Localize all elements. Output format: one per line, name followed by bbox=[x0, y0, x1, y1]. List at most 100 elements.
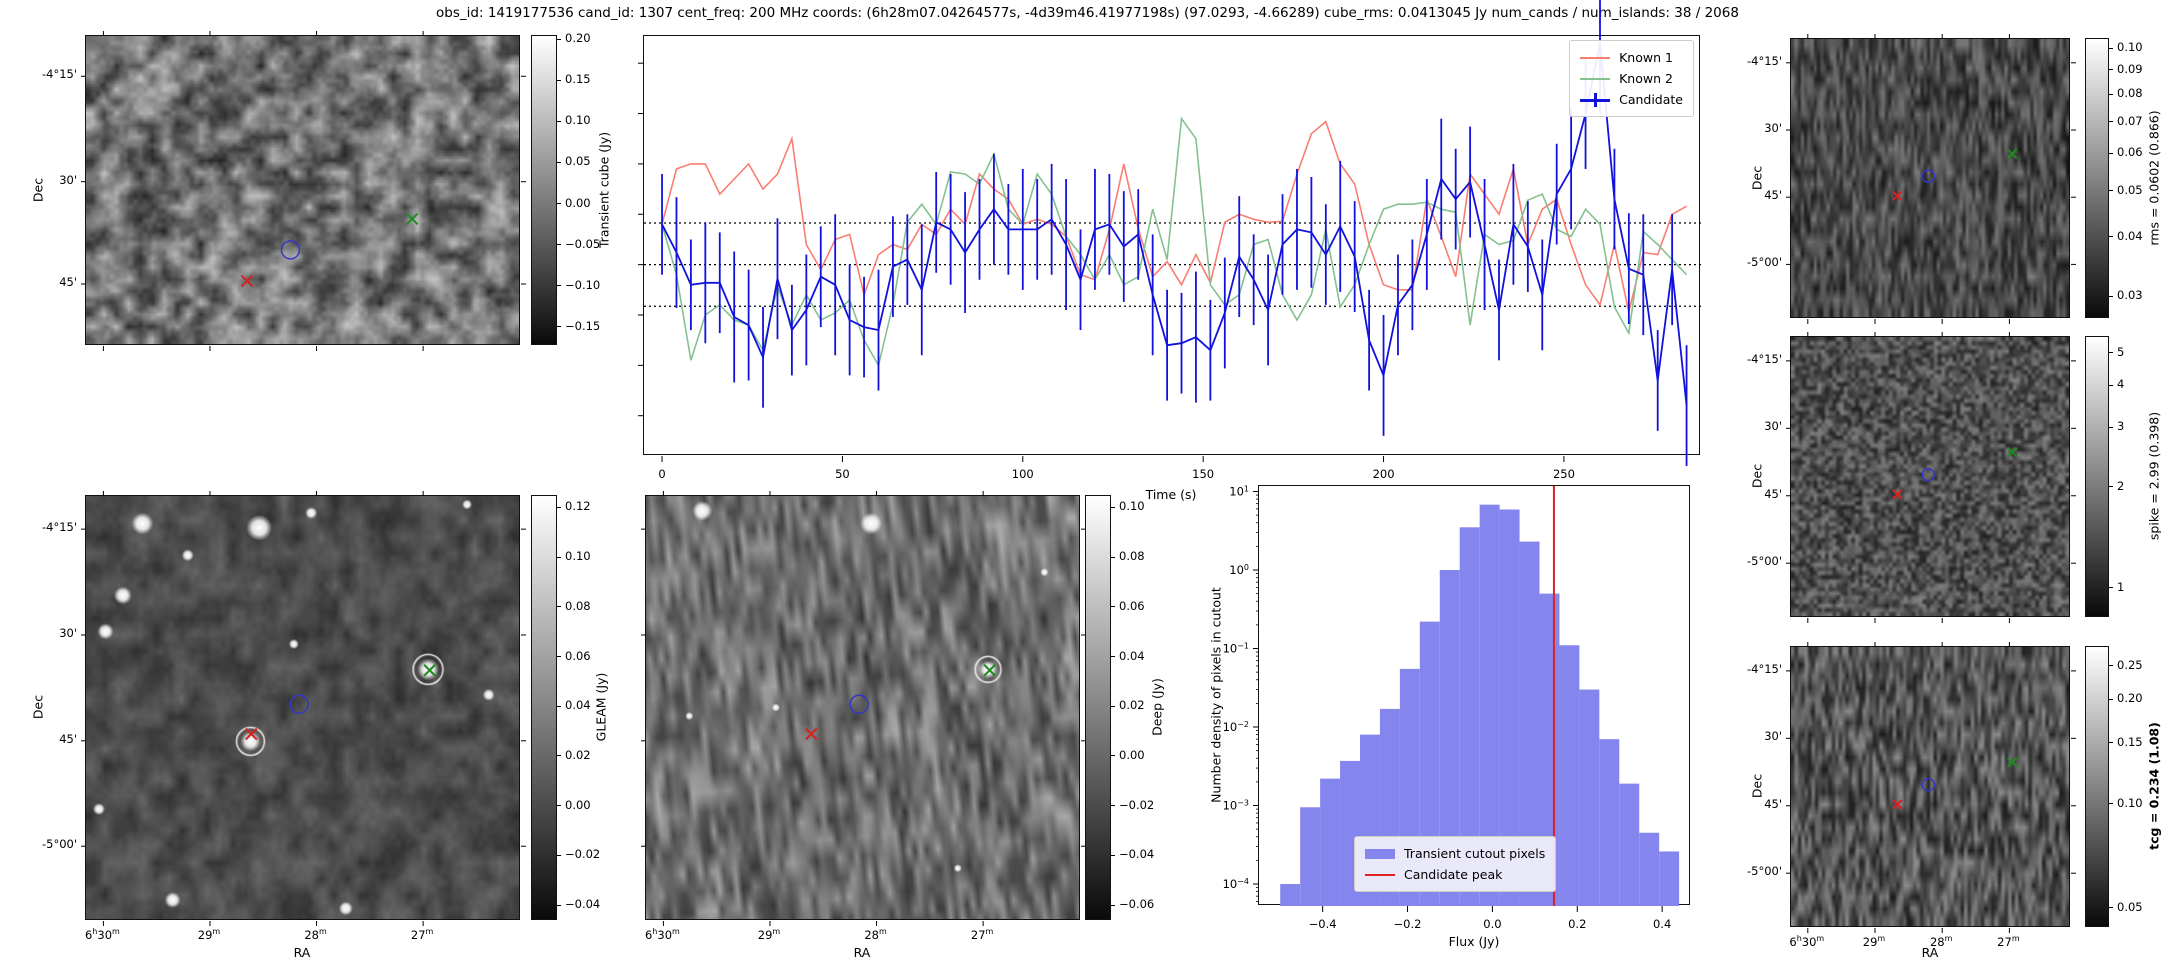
gleam-colorbar-tick-label: 0.08 bbox=[565, 598, 591, 613]
rms-colorbar-label: rms = 0.0602 (0.866) bbox=[2146, 110, 2162, 246]
candidate-circle-marker bbox=[1921, 467, 1935, 482]
rms-image-panel bbox=[1786, 34, 2076, 324]
rms-colorbar-tick-label: 0.06 bbox=[2117, 145, 2143, 160]
dec-tick-label: -4°15' bbox=[1746, 661, 1782, 676]
transient-colorbar-gradient bbox=[531, 35, 557, 345]
lc-x-tick-label: 100 bbox=[1012, 467, 1034, 481]
cutout-pixels-patch-sample bbox=[1365, 847, 1395, 861]
ra-tick-label: 28m bbox=[864, 927, 887, 942]
histogram-bar bbox=[1619, 783, 1640, 906]
gleam-colorbar-tick-mark bbox=[557, 656, 561, 658]
hist-y-tick-label: 101 bbox=[1229, 484, 1249, 499]
dec-tick-label: 30' bbox=[1764, 121, 1782, 135]
transient-colorbar-tick-label: −0.15 bbox=[565, 318, 601, 333]
known2-lightcurve-line bbox=[661, 116, 1688, 368]
lc-x-tick-label: 50 bbox=[835, 467, 850, 481]
dec-tick-label: -4°15' bbox=[41, 67, 77, 82]
known1-x-marker bbox=[1892, 489, 1903, 500]
deep-colorbar-tick-mark bbox=[1111, 755, 1115, 757]
histogram-bar bbox=[1659, 851, 1680, 906]
tcg-colorbar-tick-label: 0.15 bbox=[2117, 734, 2143, 749]
deep-colorbar-tick-label: 0.00 bbox=[1119, 747, 1145, 762]
transient-colorbar-tick-label: 0.15 bbox=[565, 72, 591, 87]
spike-colorbar-gradient bbox=[2085, 336, 2109, 617]
transient-colorbar-tick-mark bbox=[557, 203, 561, 205]
tcg-colorbar-tick-mark bbox=[2109, 698, 2113, 700]
tcg-colorbar-tick-label: 0.20 bbox=[2117, 691, 2143, 706]
known2-line-sample bbox=[1580, 72, 1611, 86]
candidate-errorbar-sample bbox=[1580, 92, 1611, 107]
rms-colorbar-tick-label: 0.08 bbox=[2117, 86, 2143, 101]
legend-row-candidate-peak: Candidate peak bbox=[1365, 864, 1545, 885]
histogram-bar bbox=[1300, 807, 1321, 906]
deep-ra-axis-label: RA bbox=[853, 945, 871, 960]
legend-row-cutout-pixels: Transient cutout pixels bbox=[1365, 843, 1545, 864]
tcg-sky-image bbox=[1791, 647, 2069, 926]
dec-tick-label: -5°00' bbox=[1746, 255, 1782, 270]
transient-cube-colorbar: 0.20 0.15 0.10 0.05 0.00 −0.05 −0.10 −0.15 bbox=[531, 31, 600, 345]
dec-tick-label: 45' bbox=[1764, 486, 1782, 501]
candidate-circle-marker bbox=[1921, 777, 1935, 792]
histogram-bar bbox=[1419, 621, 1440, 906]
legend-row-known2: Known 2 bbox=[1580, 68, 1683, 89]
lightcurve-plot: 0 50 100 150 200 250 bbox=[638, 0, 1701, 481]
deep-colorbar-tick-label: 0.02 bbox=[1119, 698, 1145, 713]
gleam-colorbar-tick-mark bbox=[557, 606, 561, 608]
rms-colorbar-tick-mark bbox=[2109, 121, 2113, 123]
gleam-colorbar-tick-label: 0.02 bbox=[565, 747, 591, 762]
rms-colorbar-tick-label: 0.07 bbox=[2117, 113, 2143, 128]
spike-colorbar-tick-mark bbox=[2109, 352, 2113, 354]
rms-colorbar-gradient bbox=[2085, 38, 2109, 318]
transient-colorbar-tick-mark bbox=[557, 285, 561, 287]
gleam-colorbar-tick-label: −0.02 bbox=[565, 847, 601, 862]
tcg-colorbar: 0.25 0.20 0.15 0.10 0.05 bbox=[2085, 646, 2143, 927]
known1-x-marker bbox=[1892, 799, 1903, 810]
spike-colorbar-tick-label: 2 bbox=[2117, 478, 2125, 493]
deep-colorbar-tick-mark bbox=[1111, 805, 1115, 807]
ra-tick-label: 28m bbox=[304, 927, 327, 942]
tcg-ra-axis-label: RA bbox=[1921, 945, 1939, 960]
rms-dec-axis-label: Dec bbox=[1749, 165, 1765, 191]
rms-colorbar-tick-mark bbox=[2109, 295, 2113, 297]
gleam-colorbar-label: GLEAM (Jy) bbox=[593, 672, 609, 742]
gleam-colorbar-tick-mark bbox=[557, 506, 561, 508]
lc-x-tick-label: 200 bbox=[1373, 467, 1395, 481]
gleam-colorbar-tick-mark bbox=[557, 854, 561, 856]
dec-tick-label: -5°00' bbox=[1746, 864, 1782, 879]
known2-x-marker bbox=[406, 212, 419, 226]
histogram-bar bbox=[1599, 739, 1620, 906]
deep-colorbar-tick-label: 0.04 bbox=[1119, 648, 1145, 663]
dec-tick-label: 45' bbox=[59, 731, 77, 746]
hist-y-tick-label: 100 bbox=[1229, 563, 1249, 578]
tcg-image-panel bbox=[1786, 642, 2076, 933]
dec-tick-label: 30' bbox=[1764, 419, 1782, 434]
candidate-circle-marker bbox=[1921, 169, 1935, 183]
histogram-density-axis-label: Number density of pixels in cutout bbox=[1208, 587, 1224, 803]
tcg-colorbar-label: tcg = 0.234 (1.08) bbox=[2146, 722, 2162, 850]
lc-x-tick-label: 0 bbox=[658, 467, 665, 481]
deep-colorbar-tick-label: −0.06 bbox=[1119, 897, 1155, 912]
transient-colorbar-tick-label: 0.05 bbox=[565, 154, 591, 169]
rms-colorbar-tick-label: 0.09 bbox=[2117, 61, 2143, 76]
deep-colorbar-tick-label: −0.04 bbox=[1119, 847, 1155, 862]
lc-x-tick-label: 250 bbox=[1553, 467, 1575, 481]
spike-overlay bbox=[1786, 332, 2076, 623]
figure-title: obs_id: 1419177536 cand_id: 1307 cent_fr… bbox=[436, 5, 1739, 21]
histogram-bar bbox=[1499, 509, 1520, 906]
tcg-colorbar-tick-mark bbox=[2109, 803, 2113, 805]
spike-colorbar-tick-label: 4 bbox=[2117, 377, 2125, 392]
ra-tick-label: 27m bbox=[970, 927, 994, 942]
gleam-ra-axis-label: RA bbox=[293, 945, 311, 960]
gleam-colorbar-tick-mark bbox=[557, 805, 561, 807]
hist-y-tick-label: 10−2 bbox=[1223, 720, 1249, 735]
spike-colorbar: 5 4 3 2 1 bbox=[2085, 336, 2124, 617]
known2-x-marker bbox=[2006, 757, 2018, 768]
deep-colorbar-tick-mark bbox=[1111, 556, 1115, 558]
deep-colorbar-tick-mark bbox=[1111, 506, 1115, 508]
deep-colorbar-tick-mark bbox=[1111, 656, 1115, 658]
candidate-circle-marker bbox=[289, 694, 309, 714]
tcg-colorbar-tick-mark bbox=[2109, 742, 2113, 744]
gleam-colorbar-tick-label: 0.04 bbox=[565, 698, 591, 713]
legend-label-known2: Known 2 bbox=[1619, 71, 1673, 86]
